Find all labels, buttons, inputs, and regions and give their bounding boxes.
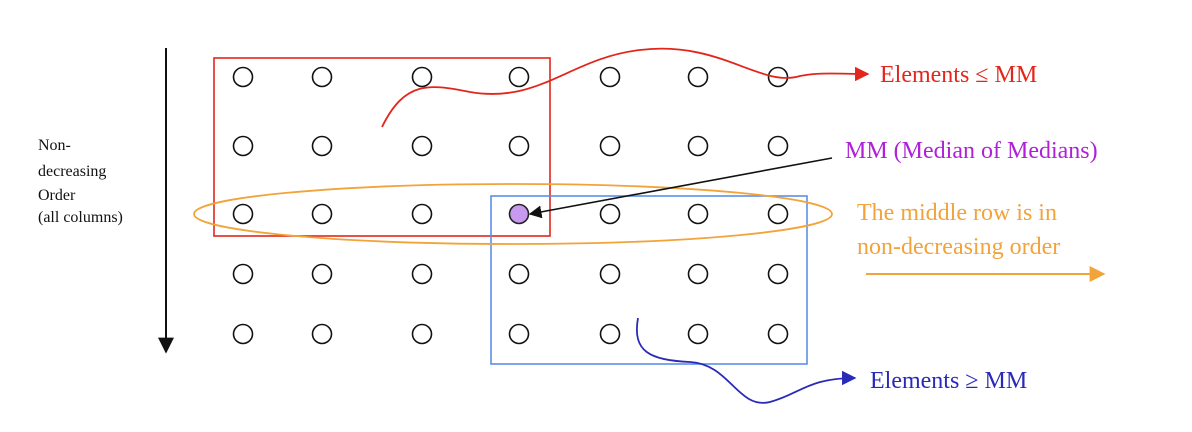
middle-row-label: The middle row is in non-decreasing orde… [857, 200, 1063, 260]
grid-node [767, 323, 789, 345]
grid-node [599, 66, 621, 88]
grid-node [232, 203, 254, 225]
grid-node [767, 203, 789, 225]
grid-node [311, 135, 333, 157]
grid-node [687, 135, 709, 157]
grid-node [232, 66, 254, 88]
elements-le-arrow [381, 47, 870, 128]
grid-node [687, 323, 709, 345]
grid-node [311, 203, 333, 225]
order-label-line-3: Order [38, 187, 76, 204]
grid-node [411, 66, 433, 88]
grid-node [767, 263, 789, 285]
grid-node [411, 323, 433, 345]
mm-pointer-arrow [528, 157, 833, 219]
grid-node [599, 203, 621, 225]
grid-node [411, 135, 433, 157]
middle-row-label-line-1: The middle row is in [857, 200, 1057, 226]
elements-ge-region [490, 195, 808, 365]
grid-node [411, 203, 433, 225]
order-label-line-1: Non- [38, 137, 71, 154]
element-grid [232, 66, 789, 345]
elements-le-region [213, 57, 551, 237]
grid-node [599, 135, 621, 157]
elements-ge-arrow [636, 317, 857, 404]
order-label-line-2: decreasing [38, 163, 106, 180]
grid-node [687, 263, 709, 285]
middle-row-label-line-2: non-decreasing order [857, 234, 1060, 260]
grid-node [508, 135, 530, 157]
grid-node [599, 263, 621, 285]
grid-node [508, 263, 530, 285]
grid-node [508, 66, 530, 88]
grid-node [687, 66, 709, 88]
grid-node [311, 263, 333, 285]
grid-node [311, 66, 333, 88]
grid-node [311, 323, 333, 345]
grid-node [232, 135, 254, 157]
grid-node [232, 323, 254, 345]
elements-le-label: Elements ≤ MM [880, 62, 1037, 88]
grid-node [232, 263, 254, 285]
middle-row-ellipse [193, 183, 833, 245]
grid-node [508, 323, 530, 345]
grid-node [599, 323, 621, 345]
mm-label: MM (Median of Medians) [845, 138, 1098, 164]
grid-node [411, 263, 433, 285]
order-label-line-4: (all columns) [38, 209, 123, 226]
median-of-medians-node [508, 203, 530, 225]
elements-ge-label: Elements ≥ MM [870, 368, 1027, 394]
grid-node [767, 135, 789, 157]
grid-node [687, 203, 709, 225]
order-label: Non- decreasing Order (all columns) [38, 137, 123, 226]
